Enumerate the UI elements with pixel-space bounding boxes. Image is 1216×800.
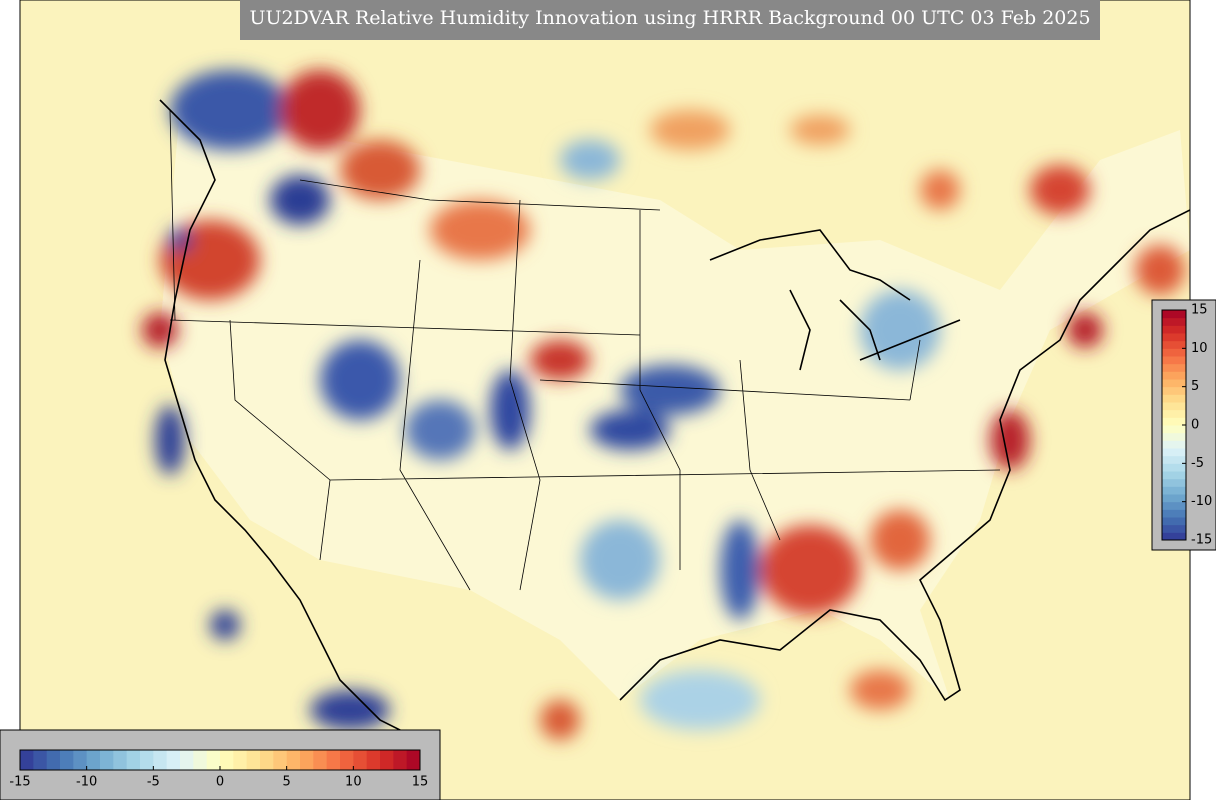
colorbar-swatch: [1162, 386, 1186, 395]
title-box: [240, 0, 1100, 40]
colorbar-swatch: [1162, 379, 1186, 388]
colorbar-swatch: [1162, 356, 1186, 365]
colorbar-swatch: [1162, 486, 1186, 495]
colorbar-swatch: [1162, 463, 1186, 472]
colorbar-swatch: [1162, 417, 1186, 426]
colorbar-swatch: [220, 750, 234, 770]
colorbar-swatch: [153, 750, 168, 770]
colorbar-swatch: [326, 750, 341, 770]
colorbar-swatch: [166, 750, 181, 770]
colorbar-swatch: [1162, 325, 1186, 334]
colorbar-swatch: [1162, 440, 1186, 449]
colorbar-tick-label: -10: [1191, 494, 1212, 509]
colorbar-swatch: [1162, 494, 1186, 503]
colorbar-tick-label: -15: [9, 775, 30, 790]
colorbar-swatch: [233, 750, 248, 770]
map-title: UU2DVAR Relative Humidity Innovation usi…: [249, 7, 1090, 29]
colorbar-tick-label: 5: [283, 775, 291, 790]
colorbar-swatch: [1162, 402, 1186, 411]
colorbar-swatch: [1162, 509, 1186, 518]
colorbar-tick-label: -10: [76, 775, 97, 790]
colorbar-swatch: [1162, 517, 1186, 526]
colorbar-swatch: [20, 750, 34, 770]
west-coast: [159, 99, 421, 741]
colorbar-swatch: [46, 750, 61, 770]
colorbar-swatch: [140, 750, 154, 770]
colorbar-swatch: [113, 750, 128, 770]
colorbar-swatch: [100, 750, 114, 770]
map-field: [20, 0, 1190, 800]
colorbar-tick-label: -15: [1191, 533, 1212, 548]
colorbar-swatch: [406, 750, 421, 770]
colorbar-swatch: [1162, 501, 1186, 510]
colorbar-swatch: [340, 750, 354, 770]
east-coast: [619, 209, 1190, 702]
colorbar-swatch: [393, 750, 408, 770]
colorbar-tick-label: 15: [412, 775, 429, 790]
colorbar-swatch: [1162, 333, 1186, 342]
colorbar-tick-label: -5: [1191, 456, 1204, 471]
colorbar-swatch: [1162, 371, 1186, 380]
colorbar-swatch: [1162, 394, 1186, 403]
colorbar-tick-label: 15: [1191, 303, 1208, 318]
colorbar-swatch: [1162, 317, 1186, 326]
colorbar-swatch: [86, 750, 101, 770]
colorbar-swatch: [366, 750, 381, 770]
colorbar-swatch: [246, 750, 261, 770]
colorbar-swatch: [60, 750, 74, 770]
colorbar-swatch: [180, 750, 194, 770]
colorbar-swatch: [73, 750, 88, 770]
colorbar-swatch: [1162, 455, 1186, 464]
colorbar-tick-label: -5: [147, 775, 160, 790]
innovation-blobs: [142, 70, 1185, 740]
colorbar-swatch: [1162, 340, 1186, 349]
colorbar-swatch: [206, 750, 221, 770]
great-lakes: [709, 229, 961, 371]
colorbar-swatch: [1162, 432, 1186, 441]
colorbar-horizontal: -15 -10 -5 0 5 10 15: [9, 749, 429, 790]
colorbar-swatch: [1162, 448, 1186, 457]
colorbar-swatch: [1162, 363, 1186, 372]
colorbar-swatch: [313, 750, 328, 770]
colorbar-swatch: [353, 750, 368, 770]
colorbar-tick-label: 5: [1191, 379, 1199, 394]
colorbar-swatch: [380, 750, 394, 770]
colorbar-swatch: [1162, 310, 1186, 319]
state-borders: [169, 109, 1001, 591]
colorbar-swatch: [1162, 532, 1186, 541]
colorbar-swatch: [33, 750, 48, 770]
colorbar-swatch: [300, 750, 314, 770]
colorbar-swatch: [1162, 348, 1186, 357]
colorbar-swatch: [1162, 425, 1186, 434]
colorbar-swatch: [1162, 524, 1186, 533]
colorbar-tick-label: 10: [1191, 341, 1208, 356]
colorbar-tick-label: 10: [345, 775, 362, 790]
colorbar-tick-label: 0: [1191, 418, 1199, 433]
colorbar-swatch: [1162, 478, 1186, 487]
colorbar-swatch: [273, 750, 288, 770]
colorbar-swatch: [1162, 471, 1186, 480]
colorbar-swatch: [1162, 409, 1186, 418]
colorbar-vertical: -15 -10 -5 0 5 10 15: [1161, 303, 1212, 548]
colorbar-swatch: [126, 750, 141, 770]
colorbar-swatch: [193, 750, 208, 770]
colorbar-swatch: [286, 750, 301, 770]
colorbar-swatch: [260, 750, 274, 770]
colorbar-tick-label: 0: [216, 775, 224, 790]
